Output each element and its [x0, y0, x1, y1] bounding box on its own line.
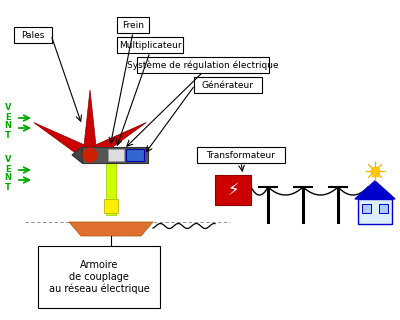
Circle shape [83, 148, 97, 162]
Text: Pales: Pales [21, 30, 45, 39]
FancyBboxPatch shape [126, 149, 144, 161]
Text: T: T [5, 131, 11, 140]
Text: Transformateur: Transformateur [206, 150, 276, 159]
Text: N: N [4, 122, 12, 131]
Polygon shape [106, 163, 116, 215]
FancyBboxPatch shape [358, 199, 392, 224]
FancyBboxPatch shape [137, 57, 269, 73]
Text: Frein: Frein [122, 20, 144, 29]
Text: Multiplicateur: Multiplicateur [119, 41, 181, 50]
FancyBboxPatch shape [197, 147, 285, 163]
Polygon shape [83, 90, 97, 155]
Polygon shape [82, 147, 148, 163]
Text: E: E [5, 113, 11, 122]
Text: N: N [4, 173, 12, 182]
FancyBboxPatch shape [117, 37, 183, 53]
Text: V: V [5, 103, 11, 113]
FancyBboxPatch shape [104, 199, 118, 213]
FancyBboxPatch shape [194, 77, 262, 93]
Text: T: T [5, 182, 11, 191]
FancyBboxPatch shape [379, 204, 388, 213]
Text: ⚡: ⚡ [227, 181, 239, 199]
Text: Système de régulation électrique: Système de régulation électrique [127, 60, 279, 70]
FancyBboxPatch shape [117, 17, 149, 33]
FancyBboxPatch shape [362, 204, 371, 213]
FancyBboxPatch shape [14, 27, 52, 43]
FancyBboxPatch shape [215, 175, 251, 205]
FancyBboxPatch shape [38, 246, 160, 308]
FancyBboxPatch shape [108, 149, 124, 161]
Polygon shape [86, 123, 146, 161]
Polygon shape [34, 123, 94, 161]
Text: V: V [5, 156, 11, 164]
Text: Générateur: Générateur [202, 81, 254, 90]
Polygon shape [72, 147, 82, 163]
Text: Armoire
de couplage
au réseau électrique: Armoire de couplage au réseau électrique [49, 260, 149, 294]
Polygon shape [355, 181, 395, 199]
Text: E: E [5, 164, 11, 173]
Polygon shape [69, 222, 153, 236]
